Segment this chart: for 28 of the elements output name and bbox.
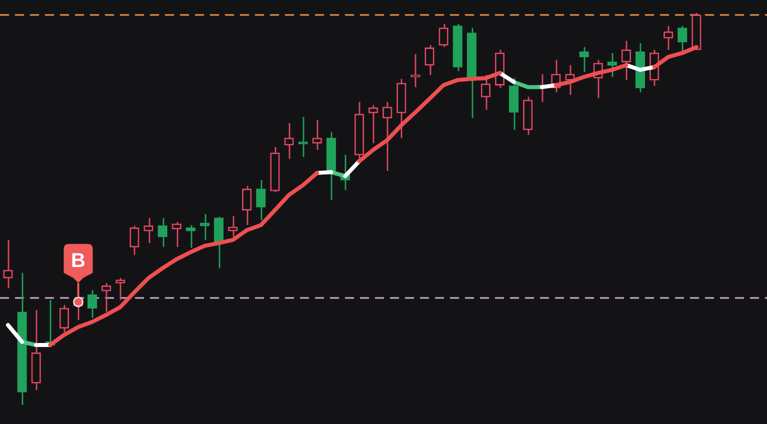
series-label: B	[71, 250, 86, 272]
candlestick	[228, 215, 238, 238]
candlestick	[102, 282, 112, 313]
candlestick	[214, 216, 224, 269]
candlestick	[130, 225, 140, 256]
candlestick	[186, 224, 196, 249]
candlestick	[312, 119, 322, 151]
candlestick	[242, 185, 252, 226]
candlestick	[438, 23, 448, 48]
candlestick	[579, 46, 589, 73]
candlestick	[607, 52, 617, 78]
candlestick	[144, 217, 154, 244]
candlestick	[368, 104, 378, 144]
candlestick	[298, 116, 308, 158]
candlestick	[480, 74, 491, 111]
candlestick	[664, 25, 674, 51]
candlestick	[621, 40, 632, 81]
candlestick	[116, 277, 126, 301]
candlestick	[3, 239, 13, 289]
candlestick	[200, 213, 210, 241]
candlestick	[59, 304, 70, 333]
candlestick	[424, 44, 434, 76]
candlestick	[382, 101, 392, 172]
candlestick	[565, 64, 575, 96]
candlestick	[256, 179, 266, 221]
candlestick	[172, 221, 182, 248]
candlestick	[284, 122, 294, 160]
candlestick	[158, 217, 168, 248]
